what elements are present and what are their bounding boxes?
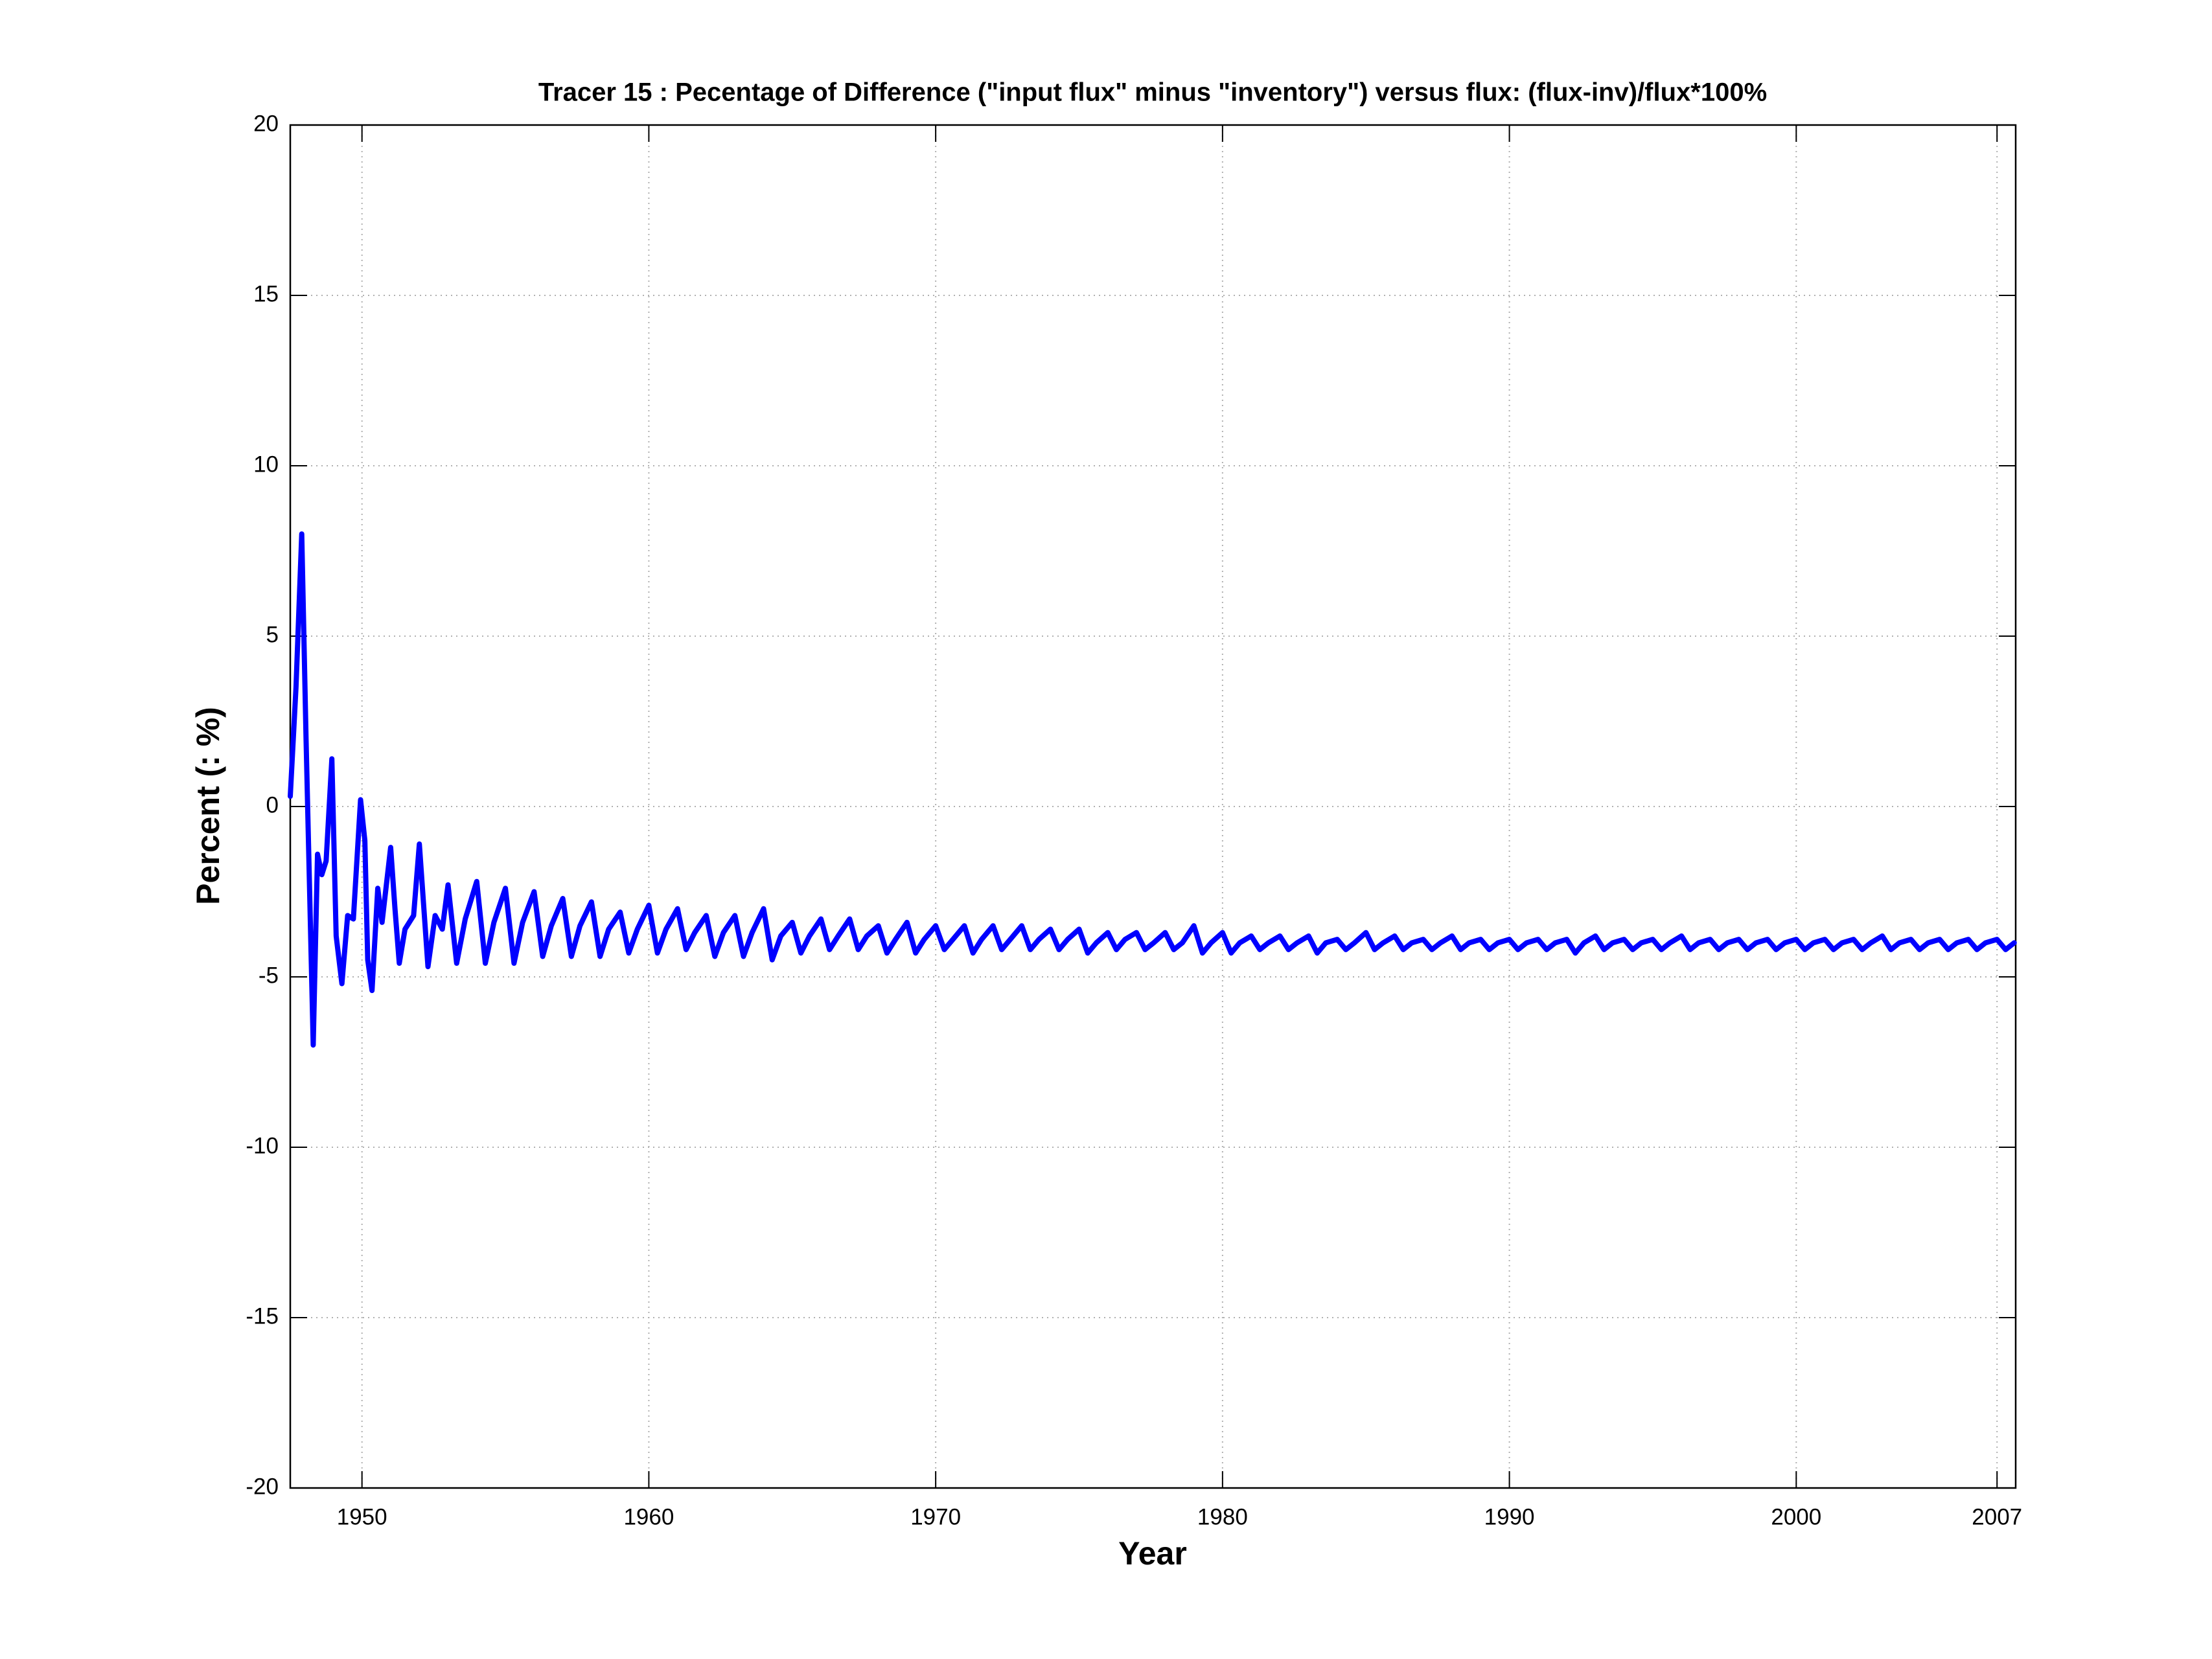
y-tick-label: 20 — [253, 111, 279, 136]
y-tick-label: 10 — [253, 452, 279, 477]
y-tick-label: 15 — [253, 281, 279, 306]
y-axis-label: Percent (: %) — [190, 707, 226, 905]
x-tick-label: 1950 — [337, 1504, 387, 1529]
x-tick-label: 2000 — [1771, 1504, 1821, 1529]
x-tick-label: 2007 — [1972, 1504, 2022, 1529]
chart-title: Tracer 15 : Pecentage of Difference ("in… — [538, 78, 1767, 107]
y-tick-label: -15 — [246, 1303, 279, 1329]
x-tick-label: 1980 — [1197, 1504, 1248, 1529]
y-tick-label: -20 — [246, 1474, 279, 1499]
x-axis-label: Year — [1118, 1535, 1187, 1572]
y-tick-label: -10 — [246, 1133, 279, 1158]
y-tick-label: -5 — [259, 963, 279, 988]
y-tick-label: 5 — [266, 622, 279, 647]
x-tick-label: 1990 — [1484, 1504, 1535, 1529]
x-tick-label: 1970 — [910, 1504, 961, 1529]
x-tick-label: 1960 — [623, 1504, 674, 1529]
plot-frame — [289, 124, 2017, 1489]
y-tick-label: 0 — [266, 792, 279, 818]
data-line — [288, 531, 2017, 1048]
